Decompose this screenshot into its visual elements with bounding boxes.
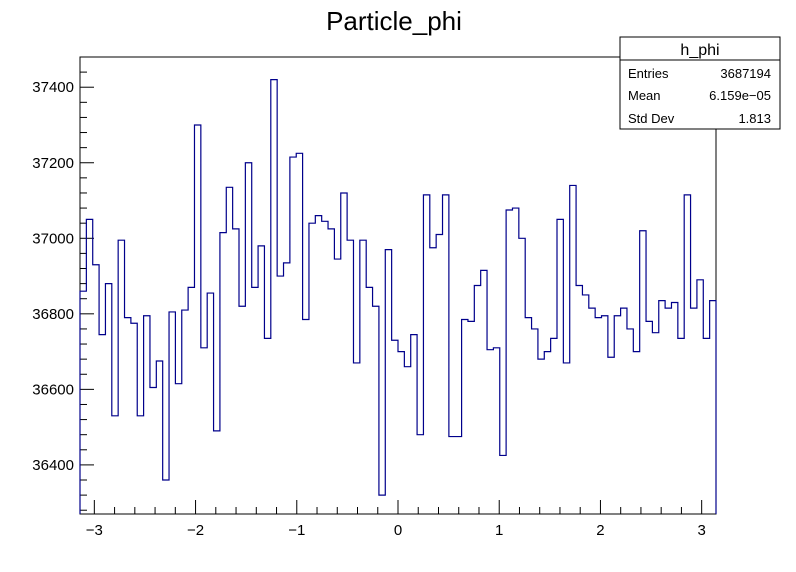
y-axis: 36400 36600 36800 37000 37200 37400 [32,56,94,511]
histogram-line [79,79,717,514]
y-tick-label: 37000 [32,230,74,247]
x-tick-label: −2 [187,522,204,539]
x-tick-label: 2 [596,522,604,539]
y-tick-label: 36400 [32,457,74,474]
x-tick-label: −1 [288,522,305,539]
stats-mean-value: 6.159e−05 [709,88,771,103]
x-tick-label: −3 [86,522,103,539]
y-tick-label: 36600 [32,381,74,398]
y-tick-label: 37400 [32,79,74,96]
stats-box: h_phi Entries 3687194 Mean 6.159e−05 Std… [619,36,781,130]
stats-stddev-value: 1.813 [738,111,771,126]
stats-entries-label: Entries [628,66,669,81]
stats-mean-label: Mean [628,88,661,103]
x-tick-label: 1 [495,522,503,539]
x-axis: −3 −2 −1 0 1 2 3 [86,500,706,539]
x-tick-label: 3 [697,522,705,539]
stats-title: h_phi [680,42,719,59]
x-tick-label: 0 [394,522,402,539]
stats-stddev-label: Std Dev [628,111,675,126]
stats-entries-value: 3687194 [720,66,771,81]
y-tick-label: 36800 [32,306,74,323]
y-tick-label: 37200 [32,155,74,172]
chart-title: Particle_phi [326,6,462,36]
